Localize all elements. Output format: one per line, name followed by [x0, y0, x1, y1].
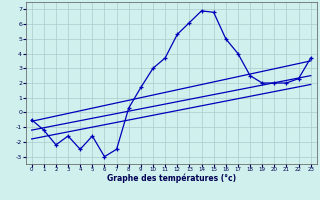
X-axis label: Graphe des températures (°c): Graphe des températures (°c): [107, 174, 236, 183]
